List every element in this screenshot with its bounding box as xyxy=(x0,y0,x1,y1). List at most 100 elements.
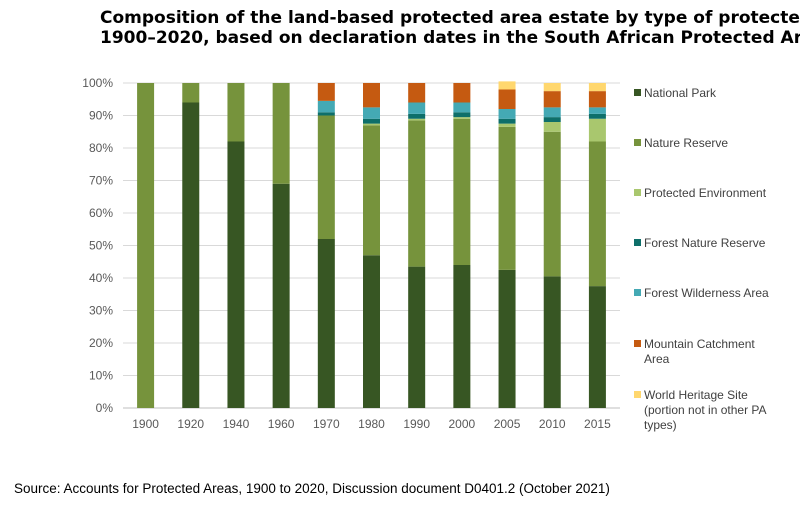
y-tick-label: 30% xyxy=(89,304,113,318)
bar-segment xyxy=(588,118,606,142)
y-tick-label: 40% xyxy=(89,271,113,285)
legend-label: Forest Wilderness Area xyxy=(644,286,769,300)
bar-segment xyxy=(498,89,516,109)
bar-segment xyxy=(453,265,471,408)
bar-segment xyxy=(272,183,290,408)
legend-label-line: (portion not in other PA xyxy=(644,403,767,417)
y-axis: 0% 10% 20% 30% 40% 50% 60% 70% 80% 90% 100% xyxy=(82,76,113,415)
legend-entry: Protected Environment xyxy=(634,186,767,200)
bar-segment xyxy=(182,83,200,103)
x-axis: 1900 1920 1940 1960 1970 1980 1990 2000 2005 2010… xyxy=(132,417,611,431)
bar-segment xyxy=(498,81,516,90)
legend-swatch xyxy=(634,239,641,246)
bar-segment xyxy=(588,107,606,114)
bar-segment xyxy=(453,117,471,119)
x-tick-label: 1960 xyxy=(268,417,295,431)
bar-segment xyxy=(317,239,335,408)
bar-segment xyxy=(543,131,561,277)
chart-title: Composition of the land-based protected … xyxy=(100,8,800,48)
legend: National Park Nature Reserve Protected Env… xyxy=(634,86,769,432)
x-tick-label: 2000 xyxy=(449,417,476,431)
bar-segment xyxy=(408,266,426,408)
bar-segment xyxy=(408,120,426,267)
y-tick-label: 90% xyxy=(89,109,113,123)
bar-segment xyxy=(543,83,561,92)
bar-segment xyxy=(543,122,561,132)
bar-segment xyxy=(363,123,380,126)
bar-segment xyxy=(543,276,561,408)
legend-label: Mountain Catchment Area xyxy=(644,337,755,366)
source-note: Source: Accounts for Protected Areas, 19… xyxy=(14,481,610,496)
bar-segment xyxy=(363,125,380,256)
bar-segment xyxy=(317,112,335,116)
bar-segment xyxy=(453,83,471,103)
legend-label-line: Forest Nature Reserve xyxy=(644,236,766,250)
legend-label: National Park xyxy=(644,86,717,100)
bar-segment xyxy=(408,83,426,103)
bar-segment xyxy=(588,91,606,108)
bar-segment xyxy=(588,286,606,408)
legend-label-line: types) xyxy=(644,418,677,432)
legend-label-line: Protected Environment xyxy=(644,186,767,200)
bar-segment xyxy=(408,102,426,114)
bar-segment xyxy=(363,255,380,408)
bar-segment xyxy=(453,102,471,113)
bar-segment xyxy=(588,113,606,119)
bar-segment xyxy=(272,83,290,184)
bar-segment xyxy=(498,123,516,127)
x-tick-label: 1940 xyxy=(223,417,250,431)
y-tick-label: 0% xyxy=(96,401,114,415)
legend-entry: World Heritage Site (portion not in other… xyxy=(634,388,767,432)
bar-segment xyxy=(453,118,471,265)
bar-segment xyxy=(317,100,335,113)
x-tick-label: 2005 xyxy=(494,417,521,431)
legend-entry: National Park xyxy=(634,86,717,100)
chart-title-line-2: 1900–2020, based on declaration dates in… xyxy=(100,28,800,48)
legend-label: World Heritage Site (portion not in other… xyxy=(644,388,767,432)
legend-entry: Nature Reserve xyxy=(634,136,728,150)
bar-segment xyxy=(498,269,516,408)
bar-segment xyxy=(363,107,380,119)
legend-label: Protected Environment xyxy=(644,186,767,200)
bar-segment xyxy=(182,102,200,408)
x-tick-label: 1970 xyxy=(313,417,340,431)
legend-label-line: Mountain Catchment xyxy=(644,337,755,351)
bar-segment xyxy=(498,109,516,119)
legend-label: Nature Reserve xyxy=(644,136,728,150)
y-tick-label: 100% xyxy=(82,76,113,90)
bar-segment xyxy=(317,115,335,239)
legend-label-line: Forest Wilderness Area xyxy=(644,286,769,300)
legend-swatch xyxy=(634,391,641,398)
bars xyxy=(137,81,606,408)
legend-entry: Forest Wilderness Area xyxy=(634,286,769,300)
bar-segment xyxy=(588,141,606,287)
y-tick-label: 10% xyxy=(89,369,113,383)
legend-label-line: Area xyxy=(644,352,670,366)
bar-segment xyxy=(543,117,561,122)
y-tick-label: 80% xyxy=(89,141,113,155)
legend-entry: Mountain Catchment Area xyxy=(634,337,755,366)
bar-segment xyxy=(453,112,471,118)
x-tick-label: 1920 xyxy=(177,417,204,431)
bar-segment xyxy=(227,83,245,142)
legend-label-line: National Park xyxy=(644,86,717,100)
legend-swatch xyxy=(634,139,641,146)
bar-segment xyxy=(317,83,335,101)
y-tick-label: 50% xyxy=(89,239,113,253)
bar-segment xyxy=(227,141,245,408)
bar-segment xyxy=(408,113,426,119)
x-tick-label: 2010 xyxy=(539,417,566,431)
y-tick-label: 60% xyxy=(89,206,113,220)
legend-label-line: Nature Reserve xyxy=(644,136,728,150)
chart-title-line-1: Composition of the land-based protected … xyxy=(100,8,800,28)
x-tick-label: 1990 xyxy=(403,417,430,431)
y-tick-label: 20% xyxy=(89,336,113,350)
y-tick-label: 70% xyxy=(89,174,113,188)
bar-segment xyxy=(498,118,516,124)
legend-swatch xyxy=(634,340,641,347)
bar-segment xyxy=(137,83,155,408)
bar-segment xyxy=(498,126,516,270)
x-tick-label: 1900 xyxy=(132,417,159,431)
x-tick-label: 2015 xyxy=(584,417,611,431)
